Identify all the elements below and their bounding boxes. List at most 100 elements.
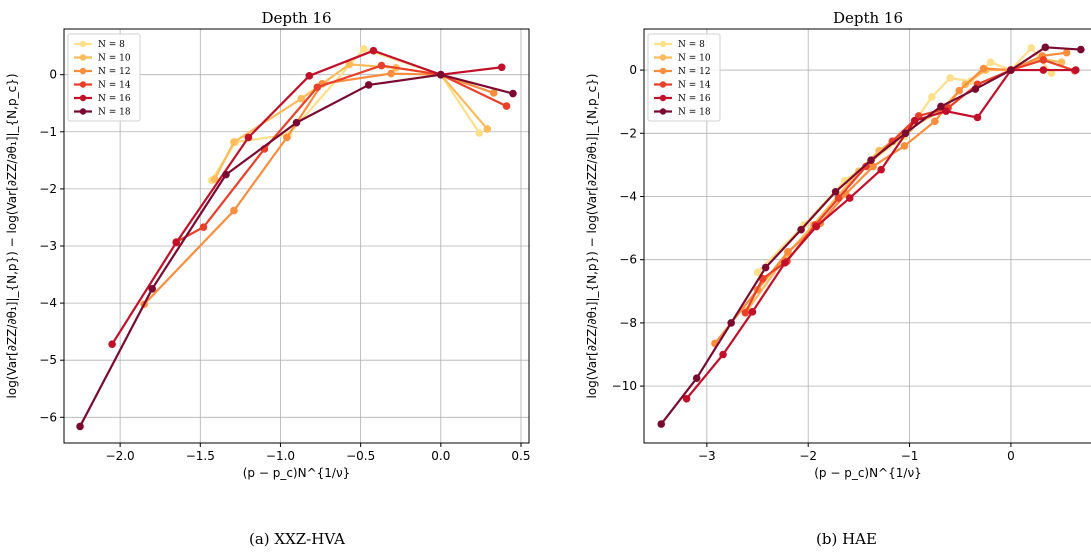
caption-hae: (b) HAE [816,530,877,548]
data-point-n16 [910,116,919,125]
data-point-n18 [1041,43,1050,52]
x-axis-label: (p − p_c)N^{1/ν} [814,466,922,480]
data-point-n14 [199,223,208,231]
data-point-n8 [928,93,936,101]
data-point-n10 [1057,58,1066,66]
caption-xxz-hva: (a) XXZ-HVA [249,530,345,548]
data-point-n16 [108,340,116,349]
data-point-n18 [509,89,517,98]
data-point-n16 [305,72,314,80]
data-point-n18 [437,70,445,79]
y-axis-label: log(Var[∂ZZ/∂θ₁]|_{N,p}) − log(Var[∂ZZ/∂… [585,74,599,399]
data-point-n18 [727,319,735,327]
data-point-n16 [845,194,854,202]
data-point-n14 [741,308,750,317]
data-point-n8 [753,268,762,277]
legend-label: N = 8 [98,40,125,50]
legend: N = 8 N = 10 N = 12 N = 14 N = 16 N = 18 [67,33,141,122]
data-point-n12 [955,86,964,95]
x-tick-label: 0 [1007,449,1015,463]
y-tick-label: −5 [39,353,57,367]
data-point-n12 [784,248,792,256]
data-point-n10 [210,175,219,183]
y-tick-label: 0 [49,68,57,82]
data-point-n12 [1062,48,1071,57]
data-point-n18 [937,102,945,111]
data-point-n16 [973,113,982,122]
x-tick-label: 0.5 [511,449,530,463]
data-point-n14 [1039,56,1048,64]
x-axis-label: (p − p_c)N^{1/ν} [243,466,351,480]
series-line-n10 [746,57,1062,311]
legend-box [647,33,721,122]
y-tick-label: −2 [619,126,637,140]
data-point-n16 [748,308,757,316]
y-tick-label: −4 [619,189,637,203]
series-line-n16 [685,68,1076,400]
data-point-n18 [364,81,373,89]
data-point-n18 [1007,66,1015,74]
legend-swatch-marker [659,108,667,115]
legend-label: N = 18 [678,108,711,118]
data-point-n18 [692,374,701,383]
y-tick-label: −8 [619,316,637,330]
y-tick-label: −3 [39,239,57,253]
data-point-n18 [1077,45,1085,54]
data-point-n10 [297,94,306,103]
data-point-n10 [230,138,238,146]
data-point-n12 [489,89,498,97]
series-group [657,43,1085,428]
y-tick-label: −10 [612,379,637,393]
legend-label: N = 8 [678,40,705,50]
x-tick-label: −2.0 [106,449,135,463]
chart-panel-xxz-hva: −2.0 −1.5 −1.0 −0.5 0.0 0.5 −6 −5 −4 −3 −2 −1 0 Depth… [5,9,531,480]
x-tick-label: −1 [901,449,919,463]
series-line-n18 [660,46,1081,425]
plot-frame [643,28,1091,444]
y-axis-label: log(Var[∂ZZ/∂θ₁]|_{N,p}) − log(Var[∂ZZ/∂… [5,74,19,399]
y-tick-label: −6 [39,410,57,424]
data-point-n12 [900,142,909,150]
y-tick-label: −4 [39,296,57,310]
legend-box [67,33,141,122]
data-point-n16 [1039,66,1048,74]
data-point-n18 [901,129,910,138]
data-point-n14 [502,102,511,110]
data-point-n16 [244,133,253,142]
legend-label: N = 12 [678,67,711,77]
legend-label: N = 16 [678,94,711,104]
series-line-n12 [714,51,1067,345]
x-tick-label: −0.5 [346,449,375,463]
data-point-n8 [360,45,368,53]
legend-label: N = 14 [98,81,131,91]
data-point-n16 [812,222,821,231]
data-point-n12 [931,117,939,126]
data-point-n18 [797,225,805,234]
x-tick-label: −2 [799,449,817,463]
y-tick-label: −6 [619,253,637,267]
data-point-n16 [719,350,727,359]
data-point-n18 [831,187,840,196]
y-tick-label: 0 [629,63,637,77]
data-point-n8 [986,58,995,66]
data-point-n18 [761,263,770,272]
data-point-n18 [867,156,875,164]
y-tick-label: −1 [39,125,57,139]
x-tick-label: −3 [698,449,716,463]
data-point-n12 [979,64,988,73]
data-point-n12 [230,206,238,215]
data-point-n8 [1027,44,1035,52]
data-point-n14 [834,194,843,202]
legend-label: N = 10 [678,54,711,64]
legend-swatch-marker [79,40,87,48]
x-tick-label: −1.5 [186,449,215,463]
x-tick-label: −1.0 [266,449,295,463]
data-point-n12 [283,133,291,142]
legend-label: N = 14 [678,81,711,91]
data-point-n18 [657,420,666,428]
legend-swatch-marker [659,67,667,75]
data-point-n8 [946,74,954,82]
legend-swatch-marker [79,94,87,102]
data-point-n18 [222,170,230,179]
